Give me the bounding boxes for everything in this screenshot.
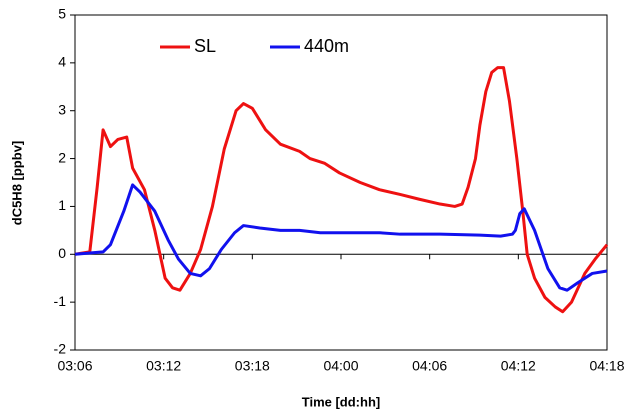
y-tick-label: 1 (58, 197, 66, 213)
x-tick-label: 04:00 (323, 358, 358, 374)
y-tick-label: 0 (58, 245, 66, 261)
legend-label: 440m (304, 36, 349, 56)
y-tick-label: 2 (58, 149, 66, 165)
x-axis-title: Time [dd:hh] (302, 394, 380, 409)
plot-frame (74, 14, 608, 351)
x-tick-label: 03:18 (235, 358, 270, 374)
y-tick-label: -1 (54, 293, 67, 309)
x-tick-label: 04:18 (589, 358, 624, 374)
y-tick-label: 5 (58, 6, 66, 22)
x-tick-label: 04:06 (412, 358, 447, 374)
y-axis-title: dC5H8 [ppbv] (9, 141, 24, 226)
series-line (74, 183, 608, 292)
x-tick-label: 03:12 (146, 358, 181, 374)
legend-label: SL (194, 36, 216, 56)
x-tick-label: 03:06 (57, 358, 92, 374)
y-tick-label: 4 (58, 54, 66, 70)
x-tick-label: 04:12 (501, 358, 536, 374)
y-tick-label: 3 (58, 101, 66, 117)
y-tick-label: -2 (54, 341, 67, 357)
series-line (74, 66, 609, 314)
